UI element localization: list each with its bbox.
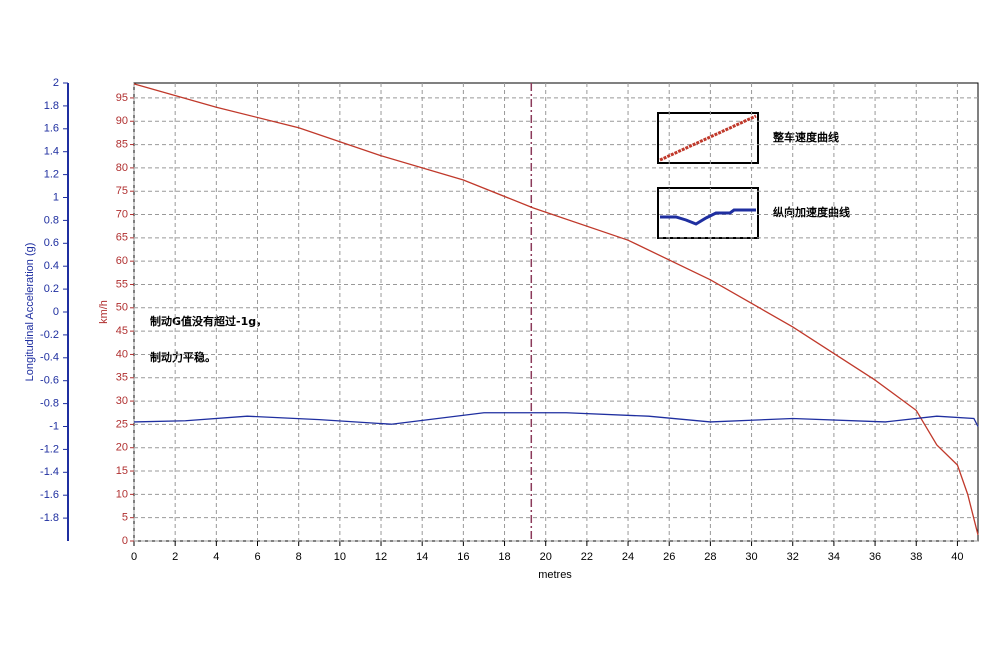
y2-tick-label: 90: [116, 115, 128, 127]
y-tick-label: -1.6: [40, 489, 59, 501]
x-axis-label: metres: [538, 569, 572, 581]
y-tick-label: -1.4: [40, 466, 59, 478]
y2-tick-label: 30: [116, 395, 128, 407]
annotation: 制动G值没有超过-1g，: [150, 314, 267, 328]
y-tick-label: 0.4: [44, 260, 59, 272]
annotation: 制动力平稳。: [150, 350, 216, 364]
y-tick-label: -1.8: [40, 512, 59, 524]
y-tick-label: 0.6: [44, 237, 59, 249]
y-tick-label: 1.2: [44, 169, 59, 181]
y2-tick-label: 75: [116, 185, 128, 197]
x-tick-label: 4: [213, 551, 219, 563]
x-tick-label: 8: [296, 551, 302, 563]
y-tick-label: -0.2: [40, 329, 59, 341]
y2-tick-label: 50: [116, 302, 128, 314]
plot-area: [133, 82, 979, 542]
x-tick-label: 40: [951, 551, 963, 563]
legend-box: [657, 187, 759, 239]
y-tick-label: 2: [53, 77, 59, 89]
y-tick-label: 0.8: [44, 214, 59, 226]
x-tick-label: 14: [416, 551, 428, 563]
y2-axis-label: km/h: [98, 300, 110, 324]
x-tick-label: 30: [745, 551, 757, 563]
legend-swatch: [660, 208, 756, 226]
y-tick-label: 1.8: [44, 100, 59, 112]
x-tick-label: 18: [498, 551, 510, 563]
y2-tick-label: 25: [116, 418, 128, 430]
x-tick-label: 6: [254, 551, 260, 563]
x-tick-label: 38: [910, 551, 922, 563]
legend-swatch: [659, 114, 757, 162]
x-tick-label: 32: [787, 551, 799, 563]
x-tick-label: 26: [663, 551, 675, 563]
legend-label: 整车速度曲线: [772, 130, 839, 144]
y2-tick-label: 20: [116, 442, 128, 454]
x-tick-label: 24: [622, 551, 634, 563]
y2-tick-label: 55: [116, 278, 128, 290]
x-tick-label: 16: [457, 551, 469, 563]
y2-tick-label: 35: [116, 372, 128, 384]
y-tick-label: 0: [53, 306, 59, 318]
x-tick-label: 12: [375, 551, 387, 563]
x-tick-label: 0: [131, 551, 137, 563]
y-axis-label: Longitudinal Acceleration (g): [24, 243, 36, 382]
y-tick-label: -0.8: [40, 398, 59, 410]
y-tick-label: 0.2: [44, 283, 59, 295]
y2-tick-label: 15: [116, 465, 128, 477]
y-tick-label: 1: [53, 191, 59, 203]
y-tick-label: 1.6: [44, 123, 59, 135]
x-tick-label: 36: [869, 551, 881, 563]
series-line: [133, 83, 979, 536]
series-line: [133, 412, 979, 427]
y-tick-label: -1: [49, 420, 59, 432]
y2-tick-label: 10: [116, 488, 128, 500]
y-tick-label: -0.6: [40, 375, 59, 387]
y2-tick-label: 70: [116, 208, 128, 220]
y-tick-label: -1.2: [40, 443, 59, 455]
y-tick-label: -0.4: [40, 352, 59, 364]
y2-tick-label: 40: [116, 348, 128, 360]
x-tick-label: 22: [581, 551, 593, 563]
legend-label: 纵向加速度曲线: [773, 205, 850, 219]
y2-tick-label: 5: [122, 512, 128, 524]
y2-tick-label: 0: [122, 535, 128, 547]
x-tick-label: 10: [334, 551, 346, 563]
x-tick-label: 28: [704, 551, 716, 563]
x-tick-label: 20: [540, 551, 552, 563]
y2-tick-label: 45: [116, 325, 128, 337]
y2-tick-label: 60: [116, 255, 128, 267]
y2-tick-label: 85: [116, 138, 128, 150]
y2-tick-label: 95: [116, 92, 128, 104]
x-tick-label: 34: [828, 551, 840, 563]
y2-tick-label: 65: [116, 232, 128, 244]
y-tick-label: 1.4: [44, 146, 59, 158]
x-tick-label: 2: [172, 551, 178, 563]
y2-tick-label: 80: [116, 162, 128, 174]
